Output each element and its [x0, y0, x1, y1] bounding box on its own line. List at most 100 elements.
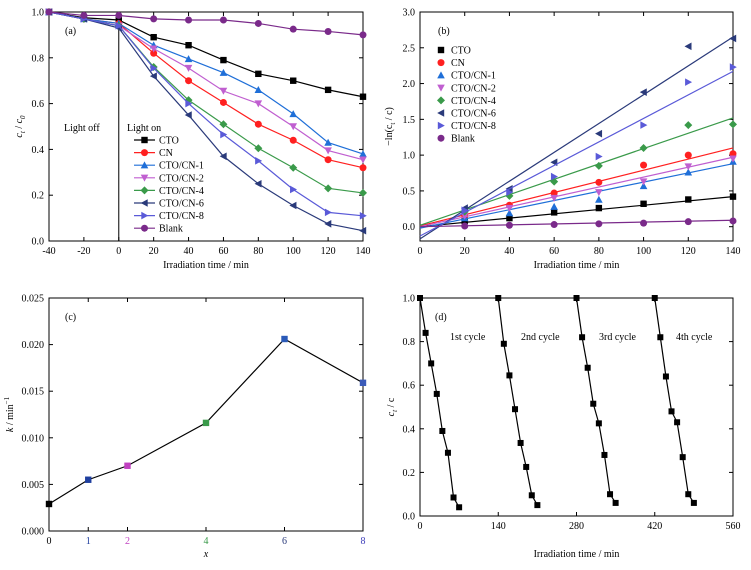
- panel-d-data-point: [601, 451, 608, 458]
- panel-d-ytick-label: 1.0: [403, 294, 416, 305]
- panel-a-data-point: [254, 120, 262, 128]
- panel-a-legend-marker: [140, 174, 149, 182]
- panel-d-data-point: [651, 295, 658, 301]
- panel-b-xtick-label: 80: [594, 246, 604, 257]
- panel-b-fit-line-2: [419, 163, 734, 229]
- panel-a-data-point: [219, 152, 227, 161]
- panel-a-x-axis-label: Irradiation time / min: [163, 260, 249, 271]
- panel-a-xtick-label: 40: [184, 246, 194, 257]
- panel-d-data-point: [690, 499, 697, 506]
- panel-d-cycle-label: 2nd cycle: [521, 332, 560, 343]
- panel-c-data-point: [281, 335, 288, 343]
- panel-b-fit-line-7: [419, 219, 734, 228]
- panel-d-xtick-label: 0: [418, 521, 423, 532]
- panel-a-label: (a): [65, 26, 76, 37]
- panel-d-y-axis-label: ct / c: [386, 397, 399, 416]
- panel-a-data-point: [359, 150, 367, 158]
- panel-a-data-point: [219, 68, 228, 76]
- panel-a-xtick-label: 140: [356, 246, 371, 257]
- panel-b-ytick-label: 1.0: [403, 151, 416, 162]
- panel-b-fit-line-0: [419, 196, 734, 228]
- panel-a-xtick-label: 0: [116, 246, 121, 257]
- panel-d-cycle-line-3: [654, 297, 695, 504]
- panel-b-data-point: [550, 194, 558, 202]
- panel-a-data-point: [115, 11, 123, 19]
- panel-a-data-point: [185, 77, 193, 85]
- panel-b-data-point: [550, 202, 558, 210]
- panel-a-legend-label: CTO/CN-1: [159, 161, 204, 172]
- panel-b-data-point: [640, 219, 648, 227]
- panel-b-legend-label: CTO/CN-4: [451, 96, 496, 107]
- panel-d-cycle-label: 3rd cycle: [599, 332, 636, 343]
- panel-a-xtick-label: 120: [321, 246, 336, 257]
- panel-b-fit-line-5: [419, 36, 734, 240]
- panel-a-data-point: [324, 27, 332, 35]
- panel-d-data-point: [584, 364, 591, 371]
- panel-a-data-point: [254, 100, 263, 108]
- panel-a-legend-label: Blank: [159, 224, 183, 235]
- panel-d-data-point: [662, 373, 669, 380]
- panel-b-ytick-label: 3.0: [403, 8, 416, 19]
- panel-d-data-point: [590, 400, 597, 407]
- panel-b-legend-marker: [437, 121, 445, 130]
- panel-b-data-point: [729, 120, 737, 129]
- panel-c-data-point: [85, 476, 92, 483]
- panel-a-data-point: [289, 201, 297, 210]
- panel-d-data-point: [517, 439, 524, 446]
- panel-b-data-point: [684, 218, 692, 226]
- panel-c-xtick-label: 1: [86, 536, 91, 547]
- panel-a-series-line-4: [48, 11, 364, 194]
- panel-b-data-point: [550, 221, 558, 229]
- panel-a-series-line-5: [48, 11, 364, 232]
- panel-d-data-point: [417, 295, 423, 301]
- panel-a-plot-frame: [48, 11, 364, 242]
- panel-a-data-point: [150, 64, 158, 72]
- panel-c-plot-frame: [48, 297, 364, 532]
- panel-b-legend-label: CTO/CN-2: [451, 83, 496, 94]
- panel-d-chart: 0 140 280 420 560 0.0 0.2 0.4 0.6 0.8 1.0 (d) Irradi…: [386, 294, 741, 561]
- panel-b-fit-line-1: [419, 147, 734, 227]
- panel-a-ytick-label: 0.4: [32, 145, 45, 156]
- panel-b-data-point: [595, 189, 603, 197]
- panel-d-cycle-label: 4th cycle: [676, 332, 713, 343]
- panel-a-legend-label: CTO/CN-6: [159, 199, 204, 210]
- panel-d-data-point: [685, 491, 692, 498]
- panel-a-data-point: [324, 156, 332, 164]
- panel-b-data-point: [639, 88, 647, 96]
- panel-d-data-point: [456, 504, 463, 511]
- panel-d-label: (d): [435, 312, 447, 323]
- panel-a-data-point: [254, 179, 262, 188]
- panel-b-data-point: [729, 155, 737, 163]
- panel-b-fit-line-6: [419, 70, 734, 237]
- panel-a-data-point: [289, 25, 297, 33]
- panel-a-xtick-label: 60: [218, 246, 228, 257]
- panel-d-xtick-label: 140: [491, 521, 506, 532]
- panel-d-data-point: [612, 499, 619, 506]
- panel-d-data-point: [500, 340, 507, 347]
- panel-d-xtick-label: 280: [569, 521, 584, 532]
- panel-b-data-point: [550, 209, 558, 216]
- panel-b-legend-label: CN: [451, 58, 465, 69]
- panel-a-chart: -40 -20 0 20 40 60 80 100 120 140 0.0 0.2 0.4 0.6 0.8 1…: [14, 8, 371, 272]
- panel-a-data-point: [254, 19, 262, 27]
- panel-a-data-point: [185, 42, 192, 49]
- panel-d-ytick-label: 0.8: [403, 337, 416, 348]
- panel-c-x-axis-label: x: [203, 549, 209, 560]
- panel-c-xtick-label: 4: [204, 536, 209, 547]
- panel-d-data-point: [534, 502, 541, 509]
- panel-b-ytick-label: 1.5: [403, 115, 416, 126]
- panel-d-x-axis-label: Irradiation time / min: [534, 549, 620, 560]
- panel-b-data-point: [640, 121, 648, 129]
- panel-a-legend-marker: [141, 136, 148, 144]
- panel-b-data-point: [639, 143, 648, 152]
- panel-b-legend-label: CTO/CN-1: [451, 71, 496, 82]
- panel-b-data-point: [684, 151, 692, 159]
- panel-b-x-axis-label: Irradiation time / min: [534, 260, 620, 271]
- panel-b-xtick-label: 140: [726, 246, 741, 257]
- panel-c-ytick-label: 0.005: [22, 480, 45, 491]
- panel-a-data-point: [254, 144, 263, 153]
- panel-b-data-point: [684, 168, 693, 176]
- panel-a-data-point: [149, 45, 158, 53]
- panel-d-data-point: [679, 454, 686, 461]
- panel-c-ytick-label: 0.015: [22, 387, 45, 398]
